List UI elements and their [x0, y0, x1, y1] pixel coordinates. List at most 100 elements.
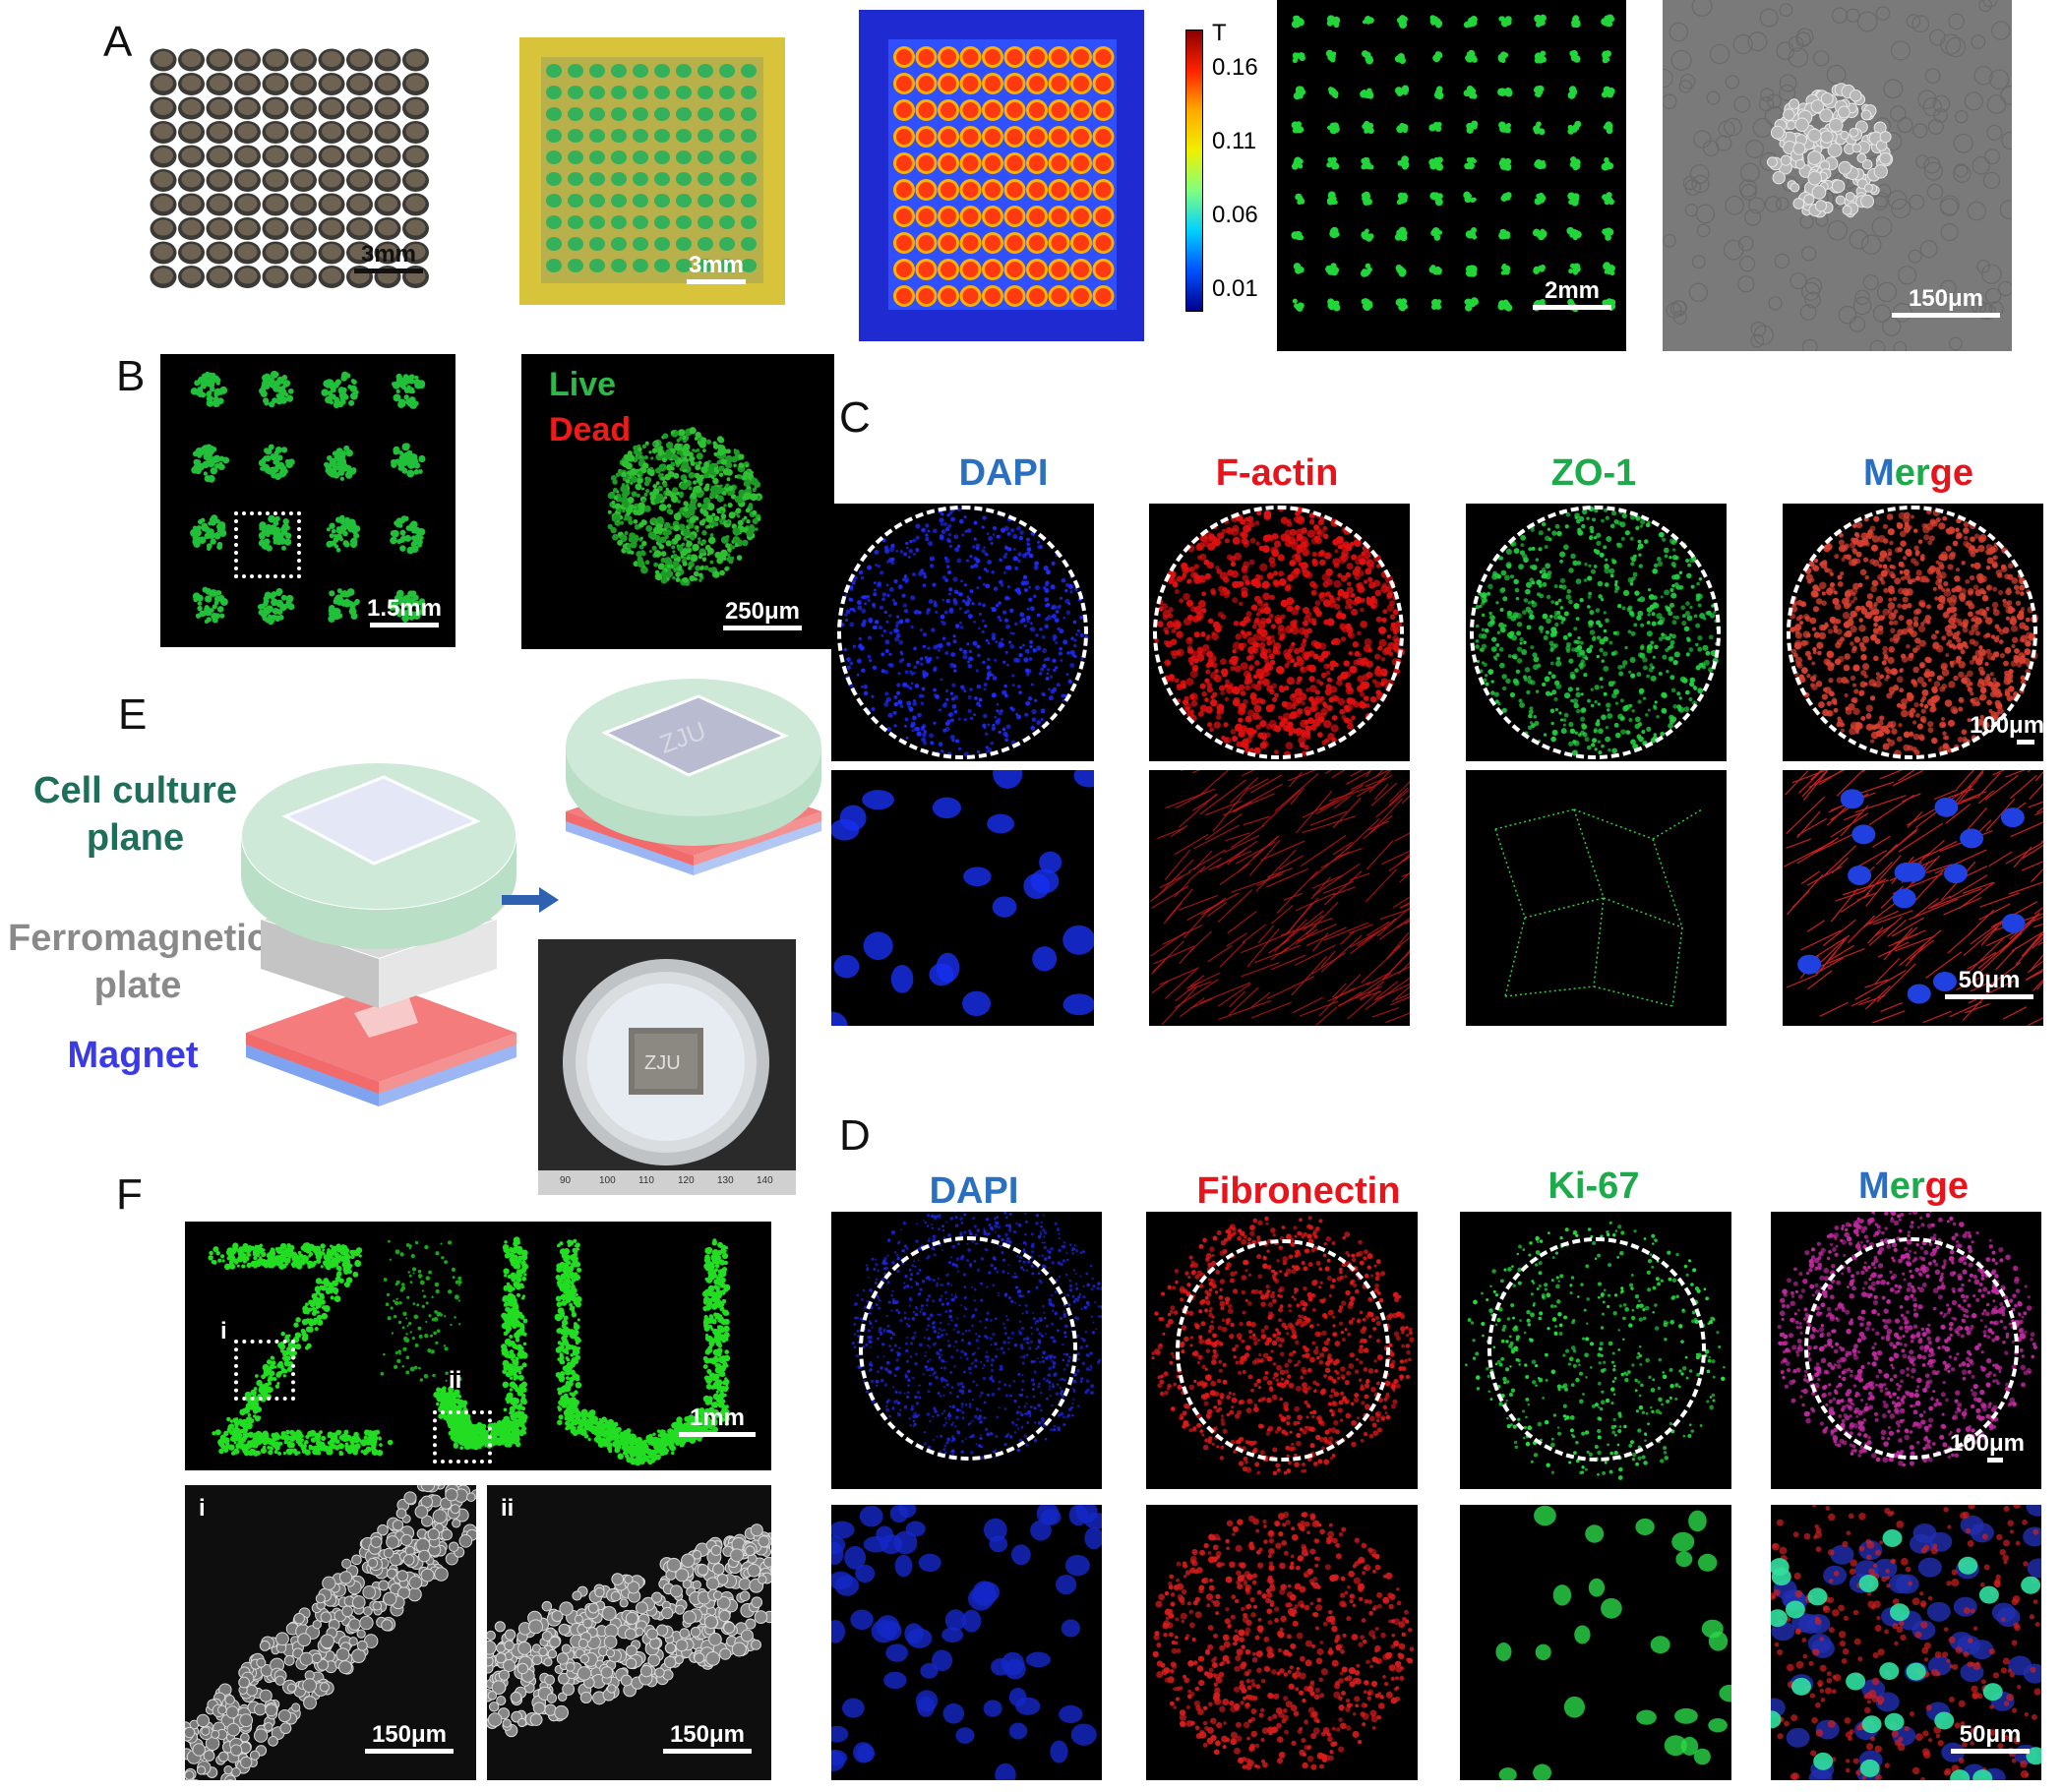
inset-i-brightfield: i 150μm — [185, 1485, 476, 1780]
scalebar-label: 250μm — [724, 598, 801, 625]
scalebar: 50μm — [1940, 967, 2038, 999]
ruler-tick: 110 — [638, 1175, 654, 1186]
region-outline — [1176, 1239, 1390, 1462]
column-label-dapi: DAPI — [929, 1170, 1019, 1212]
magnet-block — [246, 984, 516, 1106]
exploded-assembly-diagram: ZJU — [240, 761, 517, 1106]
scalebar-label: 50μm — [1958, 967, 2021, 993]
scalebar: 150μm — [658, 1721, 757, 1754]
merge-m: M — [1858, 1165, 1890, 1207]
arrow-right-icon — [502, 887, 559, 913]
region-outline — [859, 1236, 1077, 1461]
factin-overview — [1149, 504, 1410, 761]
merge-zoom: 50μm — [1783, 770, 2043, 1026]
colorbar-title: T — [1212, 20, 1227, 46]
scalebar-label: 1.5mm — [366, 595, 443, 622]
zo1-overview — [1466, 504, 1727, 761]
brightfield-cell-cluster: 150μm — [1663, 0, 2012, 351]
dapi-overview — [831, 1212, 1102, 1489]
colorbar-tick: 0.06 — [1212, 202, 1258, 228]
ruler-tick: 140 — [757, 1175, 773, 1186]
inset-ii-brightfield: ii 150μm — [487, 1485, 771, 1780]
inset-label: ii — [501, 1495, 515, 1522]
colorbar-tick: 0.11 — [1212, 128, 1256, 154]
ki67-overview — [1460, 1212, 1731, 1489]
fluorescent-dot-array: 2mm — [1277, 0, 1626, 351]
inset-box-i — [234, 1340, 295, 1401]
column-label-zo1: ZO-1 — [1550, 452, 1637, 494]
dapi-zoom — [831, 1505, 1102, 1780]
region-outline — [1470, 506, 1721, 759]
ki67-zoom — [1460, 1505, 1731, 1780]
ruler-tick: 100 — [599, 1175, 616, 1186]
spheroid-array-fluorescence: 1.5mm — [160, 354, 455, 647]
scalebar-label: 3mm — [688, 252, 745, 278]
cell-culture-dish — [240, 761, 517, 949]
dapi-zoom — [831, 770, 1094, 1026]
scalebar: 3mm — [682, 252, 751, 284]
merge-overview: 100μm — [1771, 1212, 2041, 1489]
scalebar: 150μm — [1887, 285, 2005, 318]
scalebar-label: 3mm — [360, 241, 417, 268]
scalebar: 100μm — [1948, 1430, 2027, 1463]
column-label-dapi: DAPI — [958, 452, 1049, 494]
colorbar — [1185, 30, 1203, 312]
column-label-merge: Merge — [1790, 452, 2046, 495]
fibronectin-overview — [1146, 1212, 1418, 1489]
column-label-fibronectin: Fibronectin — [1196, 1170, 1401, 1212]
merge-overview: 100μm — [1783, 504, 2043, 761]
column-label-factin: F-actin — [1215, 452, 1339, 494]
factin-zoom — [1149, 770, 1410, 1026]
panel-letter-d: D — [839, 1111, 871, 1160]
label-cell-culture-plane: Cell culture plane — [33, 770, 237, 859]
ruler-tick: 90 — [560, 1175, 572, 1186]
merge-ge: ge — [1929, 452, 1973, 494]
region-outline — [1487, 1237, 1706, 1462]
live-dead-spheroid: Live Dead 250μm — [521, 354, 834, 649]
region-outline — [1787, 506, 2037, 759]
selection-box — [234, 511, 301, 578]
panel-letter-e: E — [118, 690, 148, 739]
panel-letter-b: B — [116, 352, 146, 400]
fibronectin-zoom — [1146, 1505, 1418, 1780]
legend-live: Live — [549, 366, 617, 403]
scalebar-label: 1mm — [689, 1404, 746, 1431]
panel-letter-f: F — [116, 1170, 143, 1219]
legend-dead: Dead — [549, 411, 632, 448]
device-photo: ZJU 90 100 110 120 130 140 — [538, 939, 796, 1195]
colorbar-tick: 0.01 — [1212, 275, 1258, 302]
scalebar: 2mm — [1528, 277, 1616, 310]
column-label-ki67: Ki-67 — [1547, 1165, 1640, 1207]
region-outline — [837, 506, 1088, 759]
scalebar-label: 100μm — [1949, 1430, 2026, 1457]
scalebar-label: 100μm — [1970, 712, 2043, 739]
scalebar-label: 50μm — [1959, 1721, 2022, 1748]
inset-box-ii — [433, 1410, 492, 1463]
column-label-merge: Merge — [1786, 1165, 2041, 1208]
merge-ge: ge — [1924, 1165, 1969, 1207]
zo1-zoom — [1466, 770, 1727, 1026]
scalebar-label: 150μm — [371, 1721, 448, 1748]
scalebar: 150μm — [360, 1721, 458, 1754]
ruler-tick: 120 — [678, 1175, 695, 1186]
merge-er: er — [1889, 1165, 1925, 1207]
zju-pattern-fluorescence: i ii 1mm — [185, 1222, 771, 1470]
scalebar: 1mm — [673, 1404, 761, 1437]
colorbar-tick: 0.16 — [1212, 54, 1258, 81]
region-outline — [1804, 1237, 2019, 1460]
scalebar: 250μm — [713, 598, 812, 630]
scalebar-label: 150μm — [669, 1721, 746, 1748]
assembled-device-diagram: ZJU — [566, 679, 821, 875]
scalebar-label: 2mm — [1544, 277, 1601, 304]
ruler-tick: 130 — [717, 1175, 734, 1186]
scalebar: 1.5mm — [360, 595, 449, 627]
well-array-photo: 3mm — [148, 44, 433, 295]
region-outline — [1153, 506, 1404, 759]
scalebar: 50μm — [1946, 1721, 2034, 1754]
merge-m: M — [1863, 452, 1895, 494]
scalebar: 100μm — [1970, 712, 2043, 745]
inset-label: ii — [449, 1367, 462, 1394]
hydrogel-array-photo: 3mm — [519, 37, 785, 305]
merge-zoom: 50μm — [1771, 1505, 2041, 1780]
inset-label: i — [199, 1495, 206, 1522]
